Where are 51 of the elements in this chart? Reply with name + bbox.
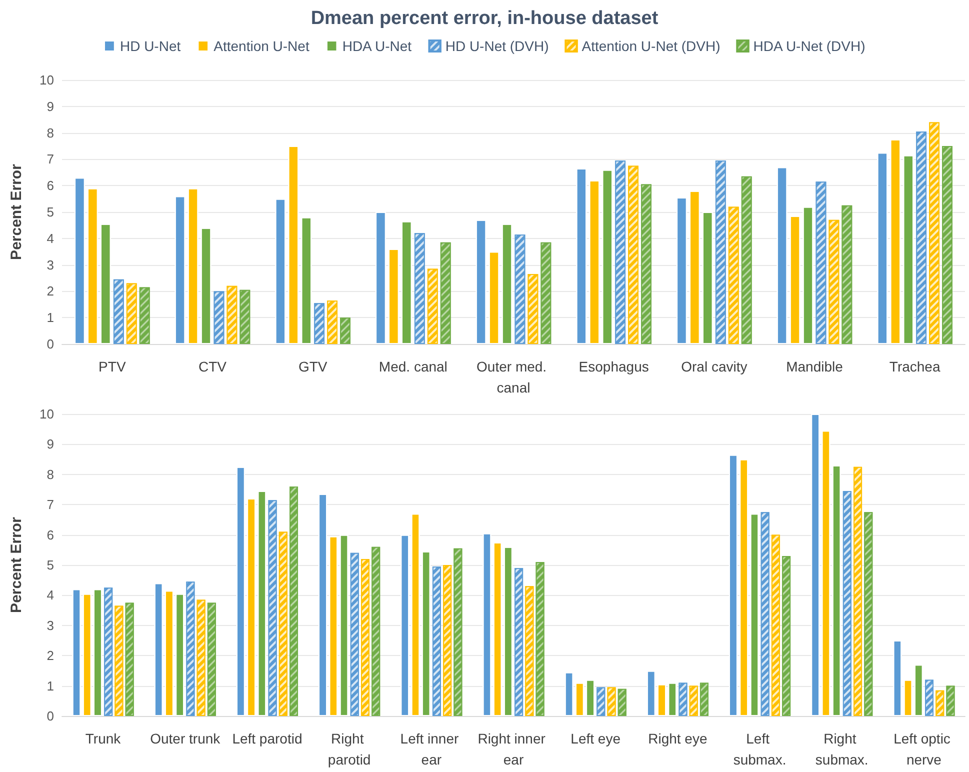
y-tick-label: 0 xyxy=(46,708,54,724)
x-tick-label: Oral cavity xyxy=(681,358,748,374)
y-tick-label: 1 xyxy=(46,310,54,326)
x-tick-label: CTV xyxy=(198,358,228,374)
x-tick-label: Right eye xyxy=(648,730,708,746)
y-tick-label: 1 xyxy=(46,678,54,694)
x-tick-label: Trunk xyxy=(85,730,122,746)
x-tick-label: Right parotid xyxy=(328,730,371,768)
y-tick-label: 0 xyxy=(46,336,54,352)
y-tick-label: 5 xyxy=(46,204,54,220)
x-tick-label: Outer med. canal xyxy=(476,358,550,396)
x-tick-label: Right inner ear xyxy=(478,730,550,768)
y-tick-label: 8 xyxy=(46,125,54,140)
chart-title: Dmean percent error, in-house dataset xyxy=(310,8,659,29)
x-tick-label: Left submax. xyxy=(733,730,786,768)
y-axis-title: Percent Error xyxy=(8,516,25,613)
legend-label: Attention U-Net (DVH) xyxy=(582,38,720,54)
x-tick-label: GTV xyxy=(298,358,328,374)
y-tick-label: 10 xyxy=(40,406,54,422)
y-tick-label: 4 xyxy=(46,230,54,246)
y-tick-label: 5 xyxy=(46,558,54,572)
x-tick-label: Left optic nerve xyxy=(894,730,954,768)
x-tick-label: Left inner ear xyxy=(400,730,463,768)
y-tick-label: 6 xyxy=(46,178,54,194)
y-tick-label: 2 xyxy=(46,284,54,299)
x-tick-label: Trachea xyxy=(889,358,940,374)
y-axis-title: Percent Error xyxy=(8,164,25,260)
x-tick-label: Right submax. xyxy=(815,730,868,768)
x-tick-label: Esophagus xyxy=(578,358,649,374)
x-tick-label: Outer trunk xyxy=(150,730,222,746)
y-tick-label: 3 xyxy=(46,257,54,272)
y-tick-label: 2 xyxy=(46,648,54,664)
x-tick-label: Left parotid xyxy=(232,730,302,746)
y-tick-label: 7 xyxy=(46,152,54,167)
x-tick-label: PTV xyxy=(98,358,126,374)
y-tick-label: 8 xyxy=(46,466,54,482)
legend-label: HDA U-Net (DVH) xyxy=(753,38,866,54)
y-tick-label: 3 xyxy=(46,618,54,633)
legend-label: HD U-Net xyxy=(120,38,181,54)
legend-label: HD U-Net (DVH) xyxy=(445,38,549,54)
x-tick-label: Mandible xyxy=(786,358,844,374)
x-tick-label: Left eye xyxy=(570,730,621,746)
legend-label: HDA U-Net xyxy=(342,38,412,54)
y-tick-label: 9 xyxy=(46,436,54,452)
y-tick-label: 7 xyxy=(46,497,54,512)
y-tick-label: 9 xyxy=(46,98,54,114)
legend-label: Attention U-Net xyxy=(214,38,310,54)
y-tick-label: 10 xyxy=(40,72,54,88)
y-tick-label: 6 xyxy=(46,527,54,542)
y-tick-label: 4 xyxy=(46,588,54,603)
x-tick-label: Med. canal xyxy=(378,358,448,374)
